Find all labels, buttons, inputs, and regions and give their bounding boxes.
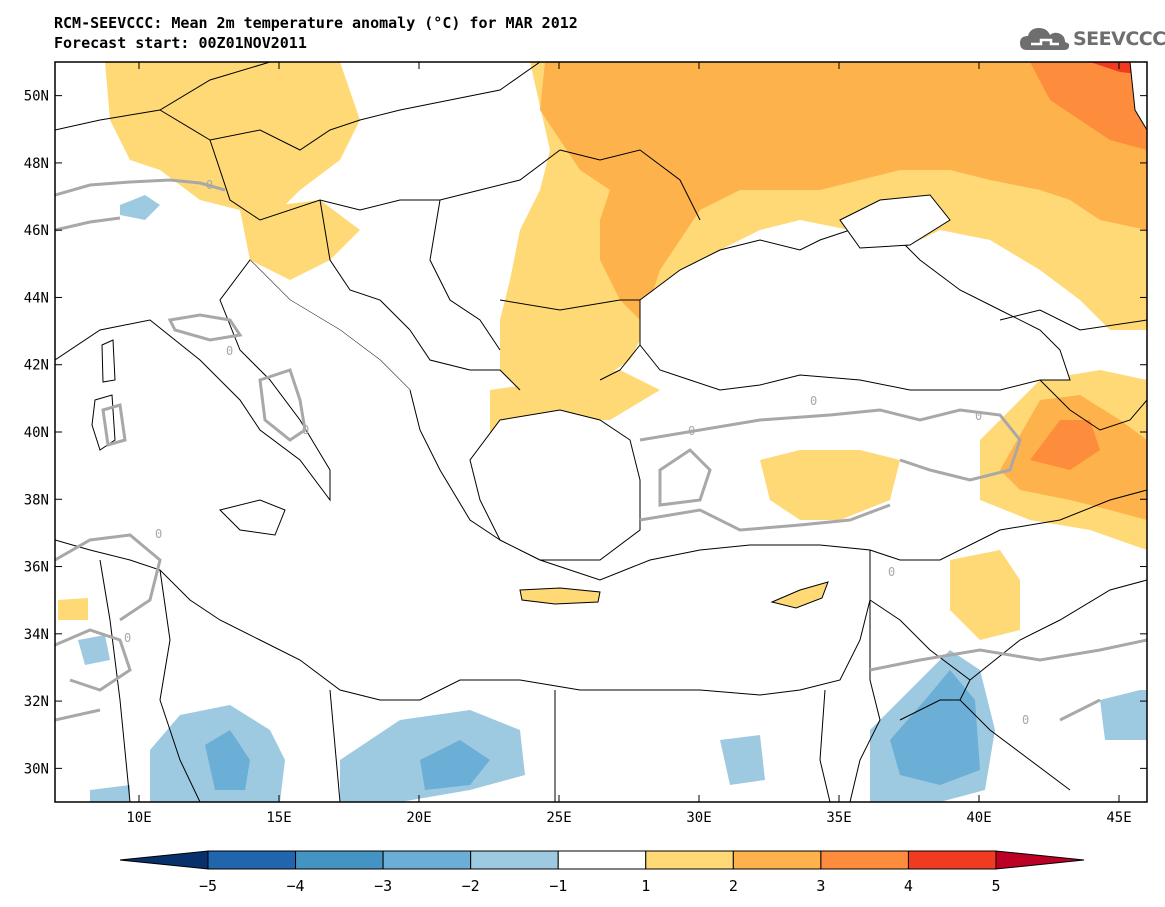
map-title: RCM-SEEVCCC: Mean 2m temperature anomaly… — [54, 14, 578, 32]
colorbar-low-extension — [119, 850, 209, 870]
colorbar-label: 1 — [641, 877, 650, 895]
latitude-axis: 50N 48N 46N 44N 42N 40N 38N 36N 34N 32N 30N — [24, 89, 1147, 777]
contour-label: 0 — [888, 565, 895, 579]
contour-label: 0 — [688, 424, 695, 438]
corsica-island — [101, 339, 116, 383]
black-sea — [639, 229, 1071, 391]
aegean-sea — [469, 409, 641, 561]
colorbar-label: −2 — [462, 877, 480, 895]
lon-tick-label: 15E — [266, 810, 291, 826]
sicily-island — [219, 499, 286, 536]
colorbar-label: −3 — [374, 877, 392, 895]
colorbar-label: −4 — [287, 877, 305, 895]
anomaly-region-egypt-west — [90, 785, 130, 802]
contour-label: 0 — [206, 178, 213, 192]
contour-label: 0 — [124, 631, 131, 645]
contour-label: 0 — [975, 409, 982, 423]
colorbar-segment — [207, 850, 297, 870]
lon-tick-label: 25E — [546, 810, 571, 826]
caspian-sea — [1129, 62, 1147, 131]
contour-label: 0 — [810, 394, 817, 408]
colorbar-segment — [907, 850, 997, 870]
zero-contours — [55, 178, 1147, 722]
contour-label: 0 — [226, 344, 233, 358]
lat-tick-label: 34N — [24, 627, 49, 643]
colorbar-segment — [732, 850, 822, 870]
lon-tick-label: 30E — [686, 810, 711, 826]
lat-tick-label: 46N — [24, 223, 49, 239]
contour-label: 0 — [1022, 713, 1029, 727]
anomaly-region-libya-west-core — [205, 730, 250, 790]
cold-anomaly-fields — [78, 195, 1147, 802]
lon-tick-label: 45E — [1106, 810, 1131, 826]
seevccc-logo: SEEVCCC — [1019, 24, 1165, 54]
colorbar-segment — [295, 850, 384, 870]
anomaly-region-alps — [120, 195, 160, 220]
anomaly-region-russia-peak — [1030, 62, 1147, 150]
lon-tick-label: 10E — [126, 810, 151, 826]
anomaly-region-ukraine-russia — [540, 62, 1147, 320]
lat-tick-label: 42N — [24, 358, 49, 374]
colorbar-label: 3 — [816, 877, 825, 895]
colorbar-label: −5 — [199, 877, 217, 895]
colorbar-label: −1 — [549, 877, 567, 895]
anomaly-region-arabia-core — [890, 670, 980, 785]
lat-tick-label: 50N — [24, 89, 49, 105]
colorbar-label: 4 — [904, 877, 913, 895]
anomaly-region-caucasus-peak — [1030, 420, 1100, 470]
colorbar-label: 2 — [729, 877, 738, 895]
lon-tick-label: 40E — [966, 810, 991, 826]
sea-of-azov — [839, 194, 951, 249]
anomaly-region-egypt-spot — [720, 735, 765, 785]
cyprus-island — [770, 581, 829, 609]
adriatic-sea — [250, 260, 410, 410]
contour-label: 0 — [302, 423, 309, 437]
lat-tick-label: 30N — [24, 761, 49, 777]
contour-label: 0 — [155, 527, 162, 541]
anomaly-region-central-europe — [105, 62, 360, 250]
colorbar-segment — [382, 850, 472, 870]
lat-tick-label: 44N — [24, 290, 49, 306]
anomaly-region-tunisia-coast — [58, 598, 88, 620]
lat-tick-label: 40N — [24, 425, 49, 441]
anomaly-region-mesopotamia — [950, 550, 1020, 640]
cloud-icon — [1020, 28, 1070, 50]
lat-tick-label: 32N — [24, 694, 49, 710]
mediterranean-sea — [55, 259, 871, 701]
anomaly-region-algeria — [78, 635, 110, 665]
colorbar-high-extension — [995, 850, 1085, 870]
anomaly-region-libya-east-core — [420, 740, 490, 790]
contour-labels: 0 0 0 0 0 0 0 0 0 0 — [124, 178, 1029, 727]
lat-tick-label: 38N — [24, 492, 49, 508]
crete-island — [519, 587, 601, 605]
colorbar-label: 5 — [991, 877, 1000, 895]
forecast-start: Forecast start: 00Z01NOV2011 — [54, 34, 307, 52]
colorbar-segment — [557, 850, 647, 870]
colorbar: −5 −4 −3 −2 −1 1 2 3 4 5 — [119, 850, 1085, 895]
lat-tick-label: 36N — [24, 560, 49, 576]
colorbar-segment — [470, 850, 559, 870]
anomaly-region-iraq — [1100, 690, 1147, 740]
colorbar-segment — [820, 850, 909, 870]
map-content: 0 0 0 0 0 0 0 0 0 0 — [55, 62, 1147, 802]
anomaly-region-turkey-central — [760, 450, 900, 520]
logo-text: SEEVCCC — [1073, 28, 1165, 50]
lat-tick-label: 48N — [24, 156, 49, 172]
lon-tick-label: 35E — [826, 810, 851, 826]
country-borders — [55, 62, 1147, 802]
lon-tick-label: 20E — [406, 810, 431, 826]
colorbar-segment — [645, 850, 734, 870]
longitude-axis: 10E 15E 20E 25E 30E 35E 40E 45E — [126, 62, 1132, 826]
